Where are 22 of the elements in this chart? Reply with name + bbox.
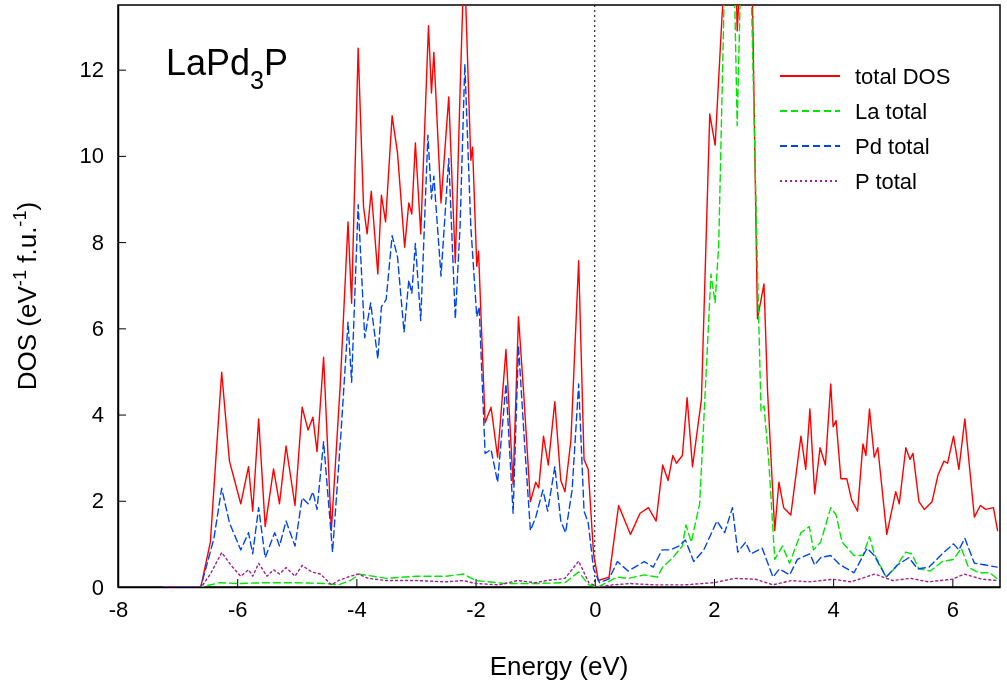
y-tick-label: 6 — [91, 315, 104, 341]
x-tick-label: 6 — [946, 596, 959, 622]
x-tick-label: -6 — [227, 596, 248, 622]
x-tick-label: 4 — [827, 596, 840, 622]
x-tick-label: -4 — [347, 596, 367, 622]
x-tick-label: -8 — [108, 596, 129, 622]
line-series — [163, 551, 998, 587]
text: LaPd$_{3}$P — [166, 42, 289, 94]
x-tick-label: -2 — [466, 596, 486, 622]
legend-label: P total — [855, 169, 917, 194]
x-tick-label: 2 — [708, 596, 721, 622]
y-tick-label: 0 — [91, 574, 104, 600]
legend-label: La total — [855, 99, 928, 124]
y-tick-label: 2 — [91, 488, 104, 514]
y-tick-label: 8 — [91, 229, 104, 255]
x-tick-label: 0 — [589, 596, 602, 622]
legend-label: Pd total — [855, 134, 930, 159]
legend-label: total DOS — [855, 64, 951, 89]
x-axis-title: Energy (eV) — [489, 651, 629, 681]
y-tick-label: 12 — [79, 57, 104, 83]
y-tick-label: 4 — [91, 402, 104, 428]
y-tick-label: 10 — [79, 143, 104, 169]
